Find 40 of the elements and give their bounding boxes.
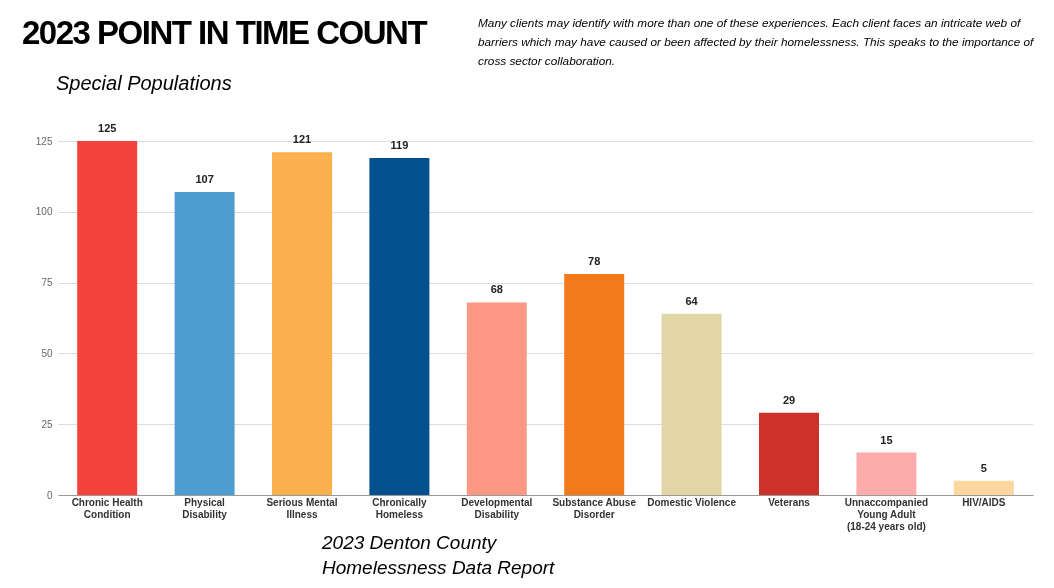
bar — [466, 302, 527, 495]
data-label: 121 — [292, 133, 312, 146]
x-tick-label: Chronically Homeless — [372, 496, 428, 520]
x-tick-label: Unnaccompanied Young Adult (18-24 years old) — [844, 496, 929, 532]
x-tick-label: Chronic Health Condition — [71, 496, 143, 520]
y-tick-label: 25 — [41, 418, 53, 430]
text: 2023 Denton County Homelessness Data Report — [322, 531, 556, 580]
bar — [856, 452, 917, 495]
text: Many clients may identify with more than one of these experiences. Each client faces an intricate web of barriers which may have caused or been affected by their homelessness. This speaks to the importance of cross sector collaboration. — [478, 15, 1036, 70]
y-tick-label: 125 — [35, 135, 53, 147]
bar — [369, 157, 430, 495]
data-label: 119 — [390, 138, 409, 151]
x-tick-label: Developmental Disability — [461, 496, 533, 520]
data-label: 15 — [880, 433, 893, 446]
y-tick-label: 75 — [41, 277, 53, 289]
y-tick-label: 0 — [46, 489, 53, 501]
data-label: 64 — [685, 294, 699, 307]
data-label: 5 — [980, 461, 987, 474]
data-label: 78 — [588, 255, 601, 268]
bar — [271, 152, 332, 495]
chart-subtitle: Special Populations — [56, 72, 232, 95]
data-label: 107 — [195, 172, 214, 185]
x-tick-label: Veterans — [768, 496, 811, 508]
data-label: 29 — [782, 393, 796, 406]
x-tick-label: Substance Abuse Disorder — [552, 496, 637, 520]
chart-title: 2023 POINT IN TIME COUNT — [22, 14, 427, 52]
bar — [759, 412, 820, 495]
y-tick-label: 50 — [41, 347, 53, 359]
x-tick-label: Domestic Violence — [647, 496, 737, 508]
x-tick-label: HIV/AIDS — [962, 496, 1006, 508]
bar — [174, 191, 235, 495]
x-tick-label: Physical Disability — [182, 496, 228, 520]
x-tick-label: Serious Mental Illness — [266, 496, 338, 520]
bar — [564, 274, 625, 495]
y-tick-label: 100 — [35, 206, 53, 218]
data-label: 125 — [98, 122, 117, 134]
data-label: 68 — [490, 283, 503, 296]
bar — [661, 313, 722, 495]
bar — [77, 141, 138, 495]
bar — [953, 480, 1014, 495]
